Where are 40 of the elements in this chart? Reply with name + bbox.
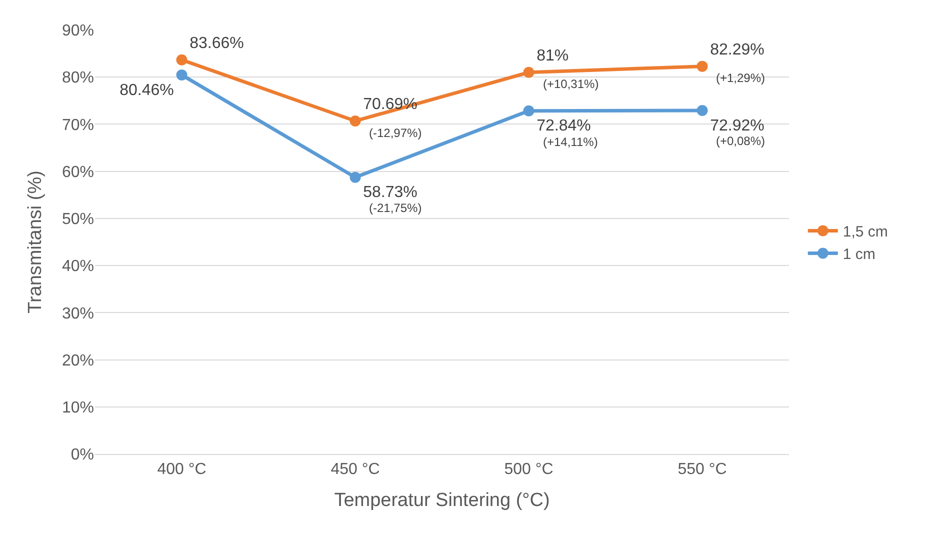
point xyxy=(696,104,708,116)
y-tick-label: 0% xyxy=(70,446,94,464)
y-axis-title: Transmitansi (%) xyxy=(24,170,46,314)
y-tick-label: 40% xyxy=(62,258,94,276)
annotation: (+0,08%) xyxy=(716,134,766,148)
y-tick-label: 50% xyxy=(62,211,94,228)
data-label: 72.84% xyxy=(536,118,591,135)
point xyxy=(696,60,708,72)
x-tick-label: 450 °C xyxy=(330,461,380,478)
point xyxy=(523,66,534,78)
annotation: (+14,11%) xyxy=(543,135,598,149)
point xyxy=(350,115,361,126)
annotation: (-12,97%) xyxy=(369,126,422,140)
y-tick-label: 70% xyxy=(62,116,94,134)
x-tick-label: 550 °C xyxy=(678,461,727,478)
x-tick-label: 400 °C xyxy=(157,461,206,478)
y-tick-label: 80% xyxy=(62,70,94,87)
data-label: 70.69% xyxy=(363,96,418,114)
y-tick-label: 60% xyxy=(62,164,94,181)
data-label: 81% xyxy=(536,48,569,65)
y-tick-label: 20% xyxy=(62,352,94,370)
data-label: 72.92% xyxy=(710,117,764,134)
data-label: 82.29% xyxy=(710,41,764,58)
data-label: 83.66% xyxy=(190,34,244,52)
x-tick-label: 500 °C xyxy=(504,461,554,478)
y-tick-label: 90% xyxy=(62,22,94,40)
point xyxy=(176,69,188,80)
y-tick-label: 10% xyxy=(62,399,94,416)
x-axis-title: Temperatur Sintering (°C) xyxy=(334,490,550,511)
annotation: (-21,75%) xyxy=(369,201,422,215)
legend-label: 1,5 cm xyxy=(842,224,888,241)
point xyxy=(350,172,361,183)
y-tick-label: 30% xyxy=(62,305,94,322)
point xyxy=(523,105,534,116)
point xyxy=(176,54,188,66)
data-label: 58.73% xyxy=(363,184,418,202)
annotation: (+1,29%) xyxy=(716,71,766,85)
annotation: (+10,31%) xyxy=(543,77,599,91)
legend-label: 1 cm xyxy=(842,246,876,264)
data-label: 80.46% xyxy=(120,82,174,99)
